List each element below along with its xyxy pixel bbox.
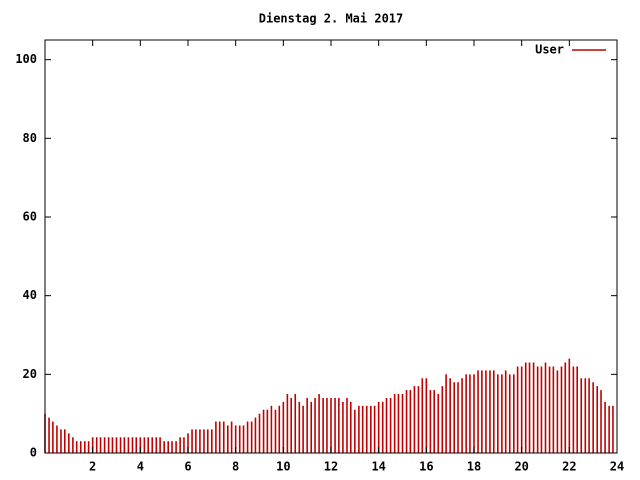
- x-tick-label: 2: [89, 460, 96, 474]
- y-tick-label: 20: [23, 367, 37, 381]
- x-tick-label: 24: [610, 460, 624, 474]
- x-tick-label: 6: [184, 460, 191, 474]
- x-tick-label: 12: [324, 460, 338, 474]
- x-tick-label: 4: [137, 460, 144, 474]
- y-tick-label: 80: [23, 131, 37, 145]
- y-tick-label: 60: [23, 210, 37, 224]
- x-tick-label: 18: [467, 460, 481, 474]
- x-tick-label: 10: [276, 460, 290, 474]
- chart-title: Dienstag 2. Mai 2017: [259, 12, 404, 26]
- y-tick-label: 0: [30, 446, 37, 460]
- x-tick-label: 8: [232, 460, 239, 474]
- y-tick-label: 100: [15, 52, 37, 66]
- x-tick-label: 16: [419, 460, 433, 474]
- legend-label: User: [535, 43, 564, 57]
- x-tick-label: 14: [371, 460, 385, 474]
- x-tick-label: 20: [514, 460, 528, 474]
- x-tick-label: 22: [562, 460, 576, 474]
- y-tick-label: 40: [23, 288, 37, 302]
